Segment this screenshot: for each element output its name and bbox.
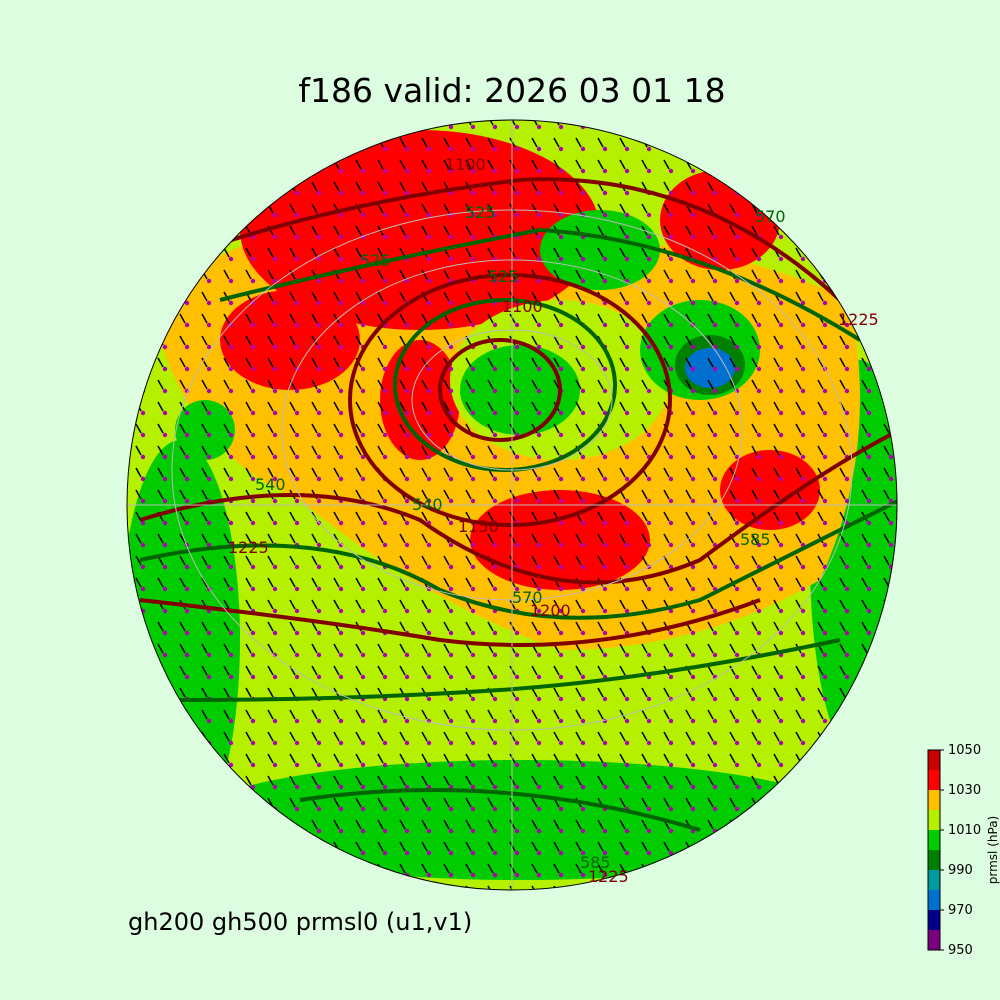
contour-label: 540 (255, 475, 286, 494)
colorbar-swatch (928, 850, 940, 870)
colorbar-label: prmsl (hPa) (986, 816, 1000, 884)
colorbar-tick-label: 1030 (948, 783, 981, 798)
colorbar-swatch (928, 790, 940, 810)
footer: gh200 gh500 prmsl0 (u1,v1) (128, 908, 472, 936)
colorbar-swatch (928, 830, 940, 850)
colorbar-swatch (928, 770, 940, 790)
colorbar-tick-label: 1050 (948, 743, 981, 758)
contour-label: 540 (412, 495, 443, 514)
contour-label: 525 (360, 251, 391, 270)
contour-label: 525 (488, 267, 519, 286)
colorbar-swatch (928, 930, 940, 950)
colorbar-tick-label: 1010 (948, 823, 981, 838)
contour-label: 1225 (588, 867, 629, 886)
contour-label: 570 (755, 207, 786, 226)
colorbar-tick-label: 950 (948, 943, 973, 958)
title: f186 valid: 2026 03 01 18 (298, 71, 725, 110)
contour-labels: 1100 525 525 525 1100 540 1150 570 1200 … (228, 155, 879, 886)
contour-label: 1225 (838, 310, 879, 329)
colorbar-swatch (928, 750, 940, 770)
colorbar-swatch (928, 870, 940, 890)
contour-label: 1200 (530, 601, 571, 620)
contour-label: 525 (465, 203, 496, 222)
colorbar-tick-label: 990 (948, 863, 973, 878)
contour-label: 1100 (445, 155, 486, 174)
contour-label: 585 (740, 530, 771, 549)
colorbar-frame (927, 749, 941, 951)
colorbar-tick-label: 970 (948, 903, 973, 918)
contour-label: 570 (512, 588, 543, 607)
contour-label: 1225 (228, 538, 269, 557)
contour-label: 1150 (458, 517, 499, 536)
colorbar: 950 970 990 1010 1030 1050 (927, 743, 981, 958)
globe-outline (126, 119, 898, 891)
colorbar-swatch (928, 810, 940, 830)
colorbar-swatch (928, 890, 940, 910)
contour-label: 585 (580, 853, 611, 872)
contour-label: 1100 (502, 297, 543, 316)
globe (127, 120, 897, 890)
colorbar-swatch (928, 910, 940, 930)
